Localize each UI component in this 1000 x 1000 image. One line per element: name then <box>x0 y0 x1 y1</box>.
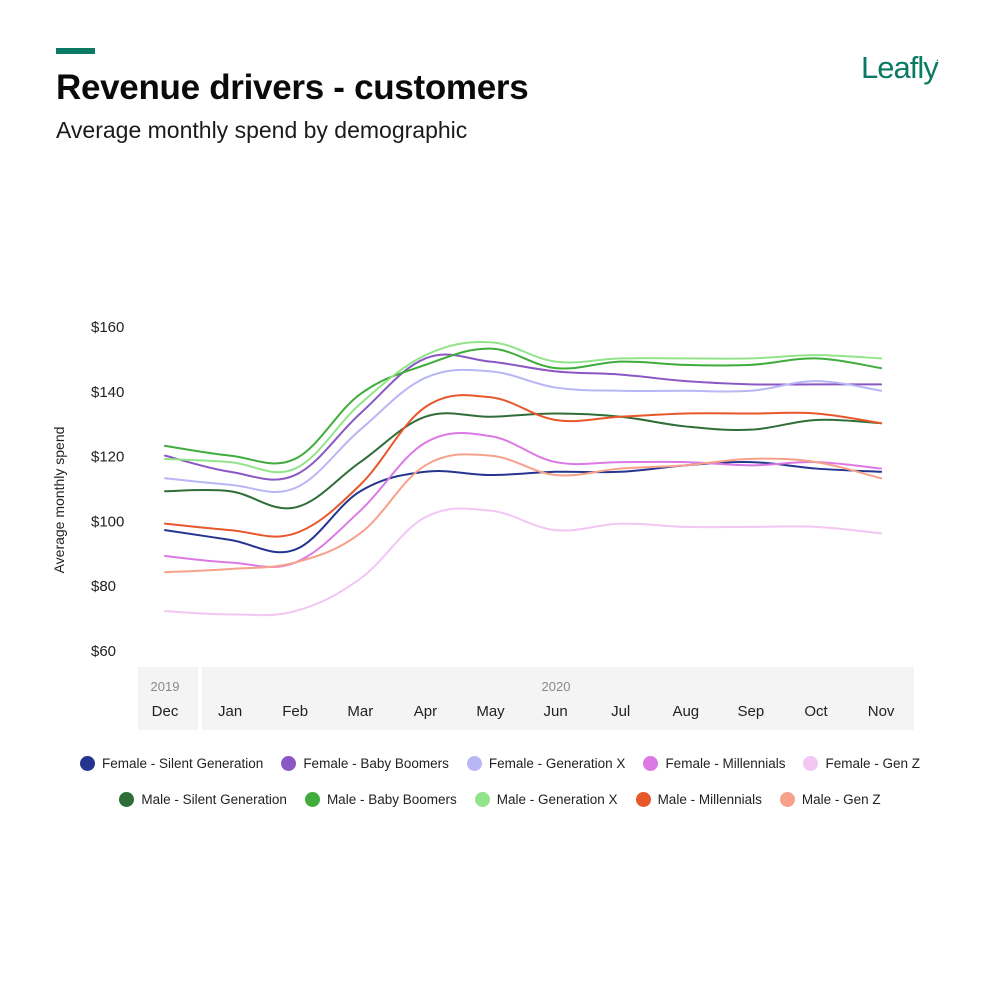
legend-label: Female - Millennials <box>665 756 786 771</box>
legend-swatch-icon <box>79 756 95 771</box>
series-line-male-silent-generation <box>164 412 883 510</box>
x-axis: Dec 2019 Jan Feb Mar Apr May Jun Jul Aug Sep Oct Nov… <box>151 679 895 720</box>
x-year-label: 2019 <box>151 679 180 694</box>
x-year-label: 2020 <box>542 679 571 694</box>
y-tick-label: $80 <box>91 578 116 595</box>
x-band-2020 <box>202 667 914 730</box>
x-tick-label: Dec <box>152 703 179 720</box>
legend-row-2: Male - Silent Generation Male - Baby Boom… <box>0 792 1000 807</box>
accent-bar <box>56 48 95 54</box>
legend-swatch-icon <box>779 792 795 807</box>
legend-swatch-icon <box>119 792 135 807</box>
legend-swatch-icon <box>466 756 482 771</box>
legend-label: Male - Silent Generation <box>141 792 287 807</box>
legend-item: Female - Gen Z <box>803 756 920 771</box>
y-tick-label: $160 <box>91 319 124 336</box>
leafly-logo: Leafly. <box>861 50 940 86</box>
logo-text: Leafly <box>861 50 939 85</box>
series-line-female-generation-x <box>164 368 883 493</box>
legend-label: Male - Gen Z <box>801 792 881 807</box>
x-tick-label: Nov <box>868 703 895 720</box>
legend-item: Male - Baby Boomers <box>304 792 457 807</box>
x-tick-label: Aug <box>672 703 699 720</box>
legend-item: Male - Generation X <box>474 792 618 807</box>
x-tick-label: Oct <box>804 703 828 720</box>
y-tick-label: $120 <box>91 449 124 466</box>
x-tick-label: Sep <box>738 703 765 720</box>
legend-label: Female - Generation X <box>488 756 626 771</box>
x-tick-label: May <box>476 703 505 720</box>
series-line-male-generation-x <box>164 340 883 474</box>
legend-label: Female - Silent Generation <box>101 756 264 771</box>
x-tick-label: Jun <box>544 703 568 720</box>
legend-row-1: Female - Silent Generation Female - Baby … <box>0 756 1000 771</box>
legend-item: Female - Baby Boomers <box>281 756 449 771</box>
legend-label: Male - Generation X <box>496 792 618 807</box>
x-tick-label: Apr <box>414 703 437 720</box>
series-line-female-baby-boomers <box>164 353 883 481</box>
legend-item: Male - Silent Generation <box>119 792 287 807</box>
chart-subtitle: Average monthly spend by demographic <box>56 117 468 143</box>
legend-swatch-icon <box>635 792 651 807</box>
series-line-female-gen-z <box>164 507 883 617</box>
legend-label: Female - Baby Boomers <box>303 756 449 771</box>
y-axis-label: Average monthly spend <box>51 427 67 574</box>
legend-item: Female - Generation X <box>466 756 626 771</box>
legend-swatch-icon <box>281 756 297 771</box>
legend-swatch-icon <box>474 792 490 807</box>
legend-item: Male - Millennials <box>635 792 762 807</box>
legend-label: Male - Baby Boomers <box>326 792 457 807</box>
legend-swatch-icon <box>803 756 819 771</box>
legend-label: Female - Gen Z <box>825 756 921 771</box>
legend-item: Female - Silent Generation <box>79 756 264 771</box>
logo-mark: . <box>935 50 940 64</box>
x-tick-label: Jan <box>218 703 242 720</box>
series-line-male-millennials <box>164 394 883 538</box>
x-tick-label: Mar <box>347 703 373 720</box>
chart-title: Revenue drivers - customers <box>56 68 529 107</box>
legend-swatch-icon <box>643 756 659 771</box>
series-lines <box>164 340 883 617</box>
series-line-female-silent-generation <box>164 460 883 554</box>
y-tick-label: $140 <box>91 384 124 401</box>
legend-item: Male - Gen Z <box>779 792 881 807</box>
x-band-2019 <box>138 667 198 730</box>
legend-item: Female - Millennials <box>643 756 785 771</box>
legend-swatch-icon <box>304 792 320 807</box>
y-axis: $60 $80 $100 $120 $140 $160 <box>91 319 124 660</box>
y-tick-label: $60 <box>91 643 116 660</box>
series-line-male-gen-z <box>164 453 883 574</box>
x-tick-label: Jul <box>611 703 630 720</box>
x-tick-label: Feb <box>282 703 308 720</box>
legend-label: Male - Millennials <box>657 792 762 807</box>
y-tick-label: $100 <box>91 513 124 530</box>
series-line-male-baby-boomers <box>164 347 883 465</box>
series-line-female-millennials <box>164 432 883 568</box>
x-axis-band <box>138 667 914 730</box>
